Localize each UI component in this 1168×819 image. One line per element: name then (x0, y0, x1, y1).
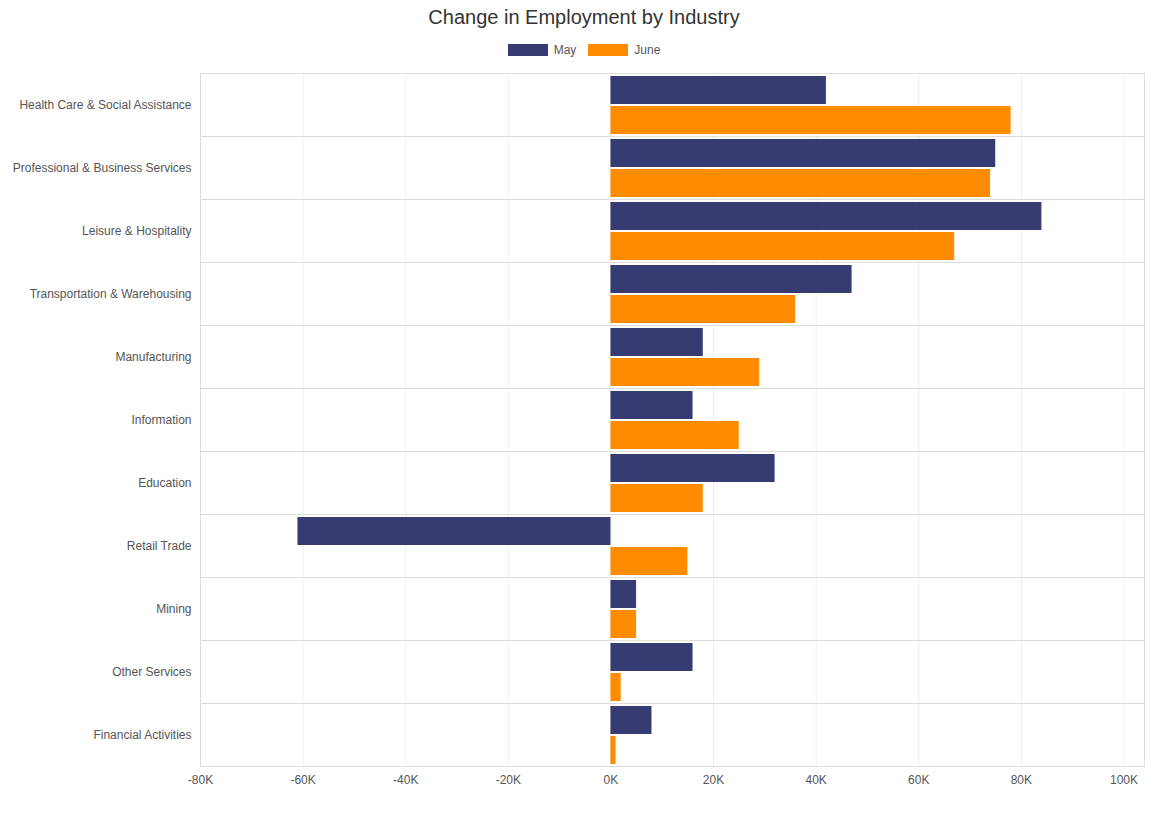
html-text:Change in Employment by Indust: Change in Employment by Industry (428, 6, 740, 28)
svg-text:Mining: Mining (156, 602, 191, 616)
svg-text:Education: Education (138, 476, 191, 490)
svg-text:Information: Information (131, 413, 191, 427)
svg-text:Manufacturing: Manufacturing (115, 350, 191, 364)
svg-text:20K: 20K (703, 773, 724, 787)
svg-text:60K: 60K (908, 773, 929, 787)
svg-text:Health Care & Social Assistanc: Health Care & Social Assistance (19, 98, 191, 112)
svg-text:Financial Activities: Financial Activities (93, 728, 191, 742)
svg-text:-40K: -40K (393, 773, 418, 787)
svg-text:-20K: -20K (496, 773, 521, 787)
svg-text:Retail Trade: Retail Trade (127, 539, 192, 553)
svg-text:Leisure & Hospitality: Leisure & Hospitality (82, 224, 191, 238)
svg-text:-80K: -80K (188, 773, 213, 787)
svg-text:-60K: -60K (290, 773, 315, 787)
html-text:June: June (634, 43, 661, 57)
svg-text:Professional & Business Servic: Professional & Business Services (13, 161, 192, 175)
svg-text:80K: 80K (1011, 773, 1032, 787)
svg-text:100K: 100K (1110, 773, 1138, 787)
svg-text:40K: 40K (805, 773, 826, 787)
svg-text:0K: 0K (604, 773, 619, 787)
svg-text:Other Services: Other Services (112, 665, 191, 679)
svg-text:Transportation & Warehousing: Transportation & Warehousing (30, 287, 192, 301)
html-text:May: May (553, 43, 577, 57)
